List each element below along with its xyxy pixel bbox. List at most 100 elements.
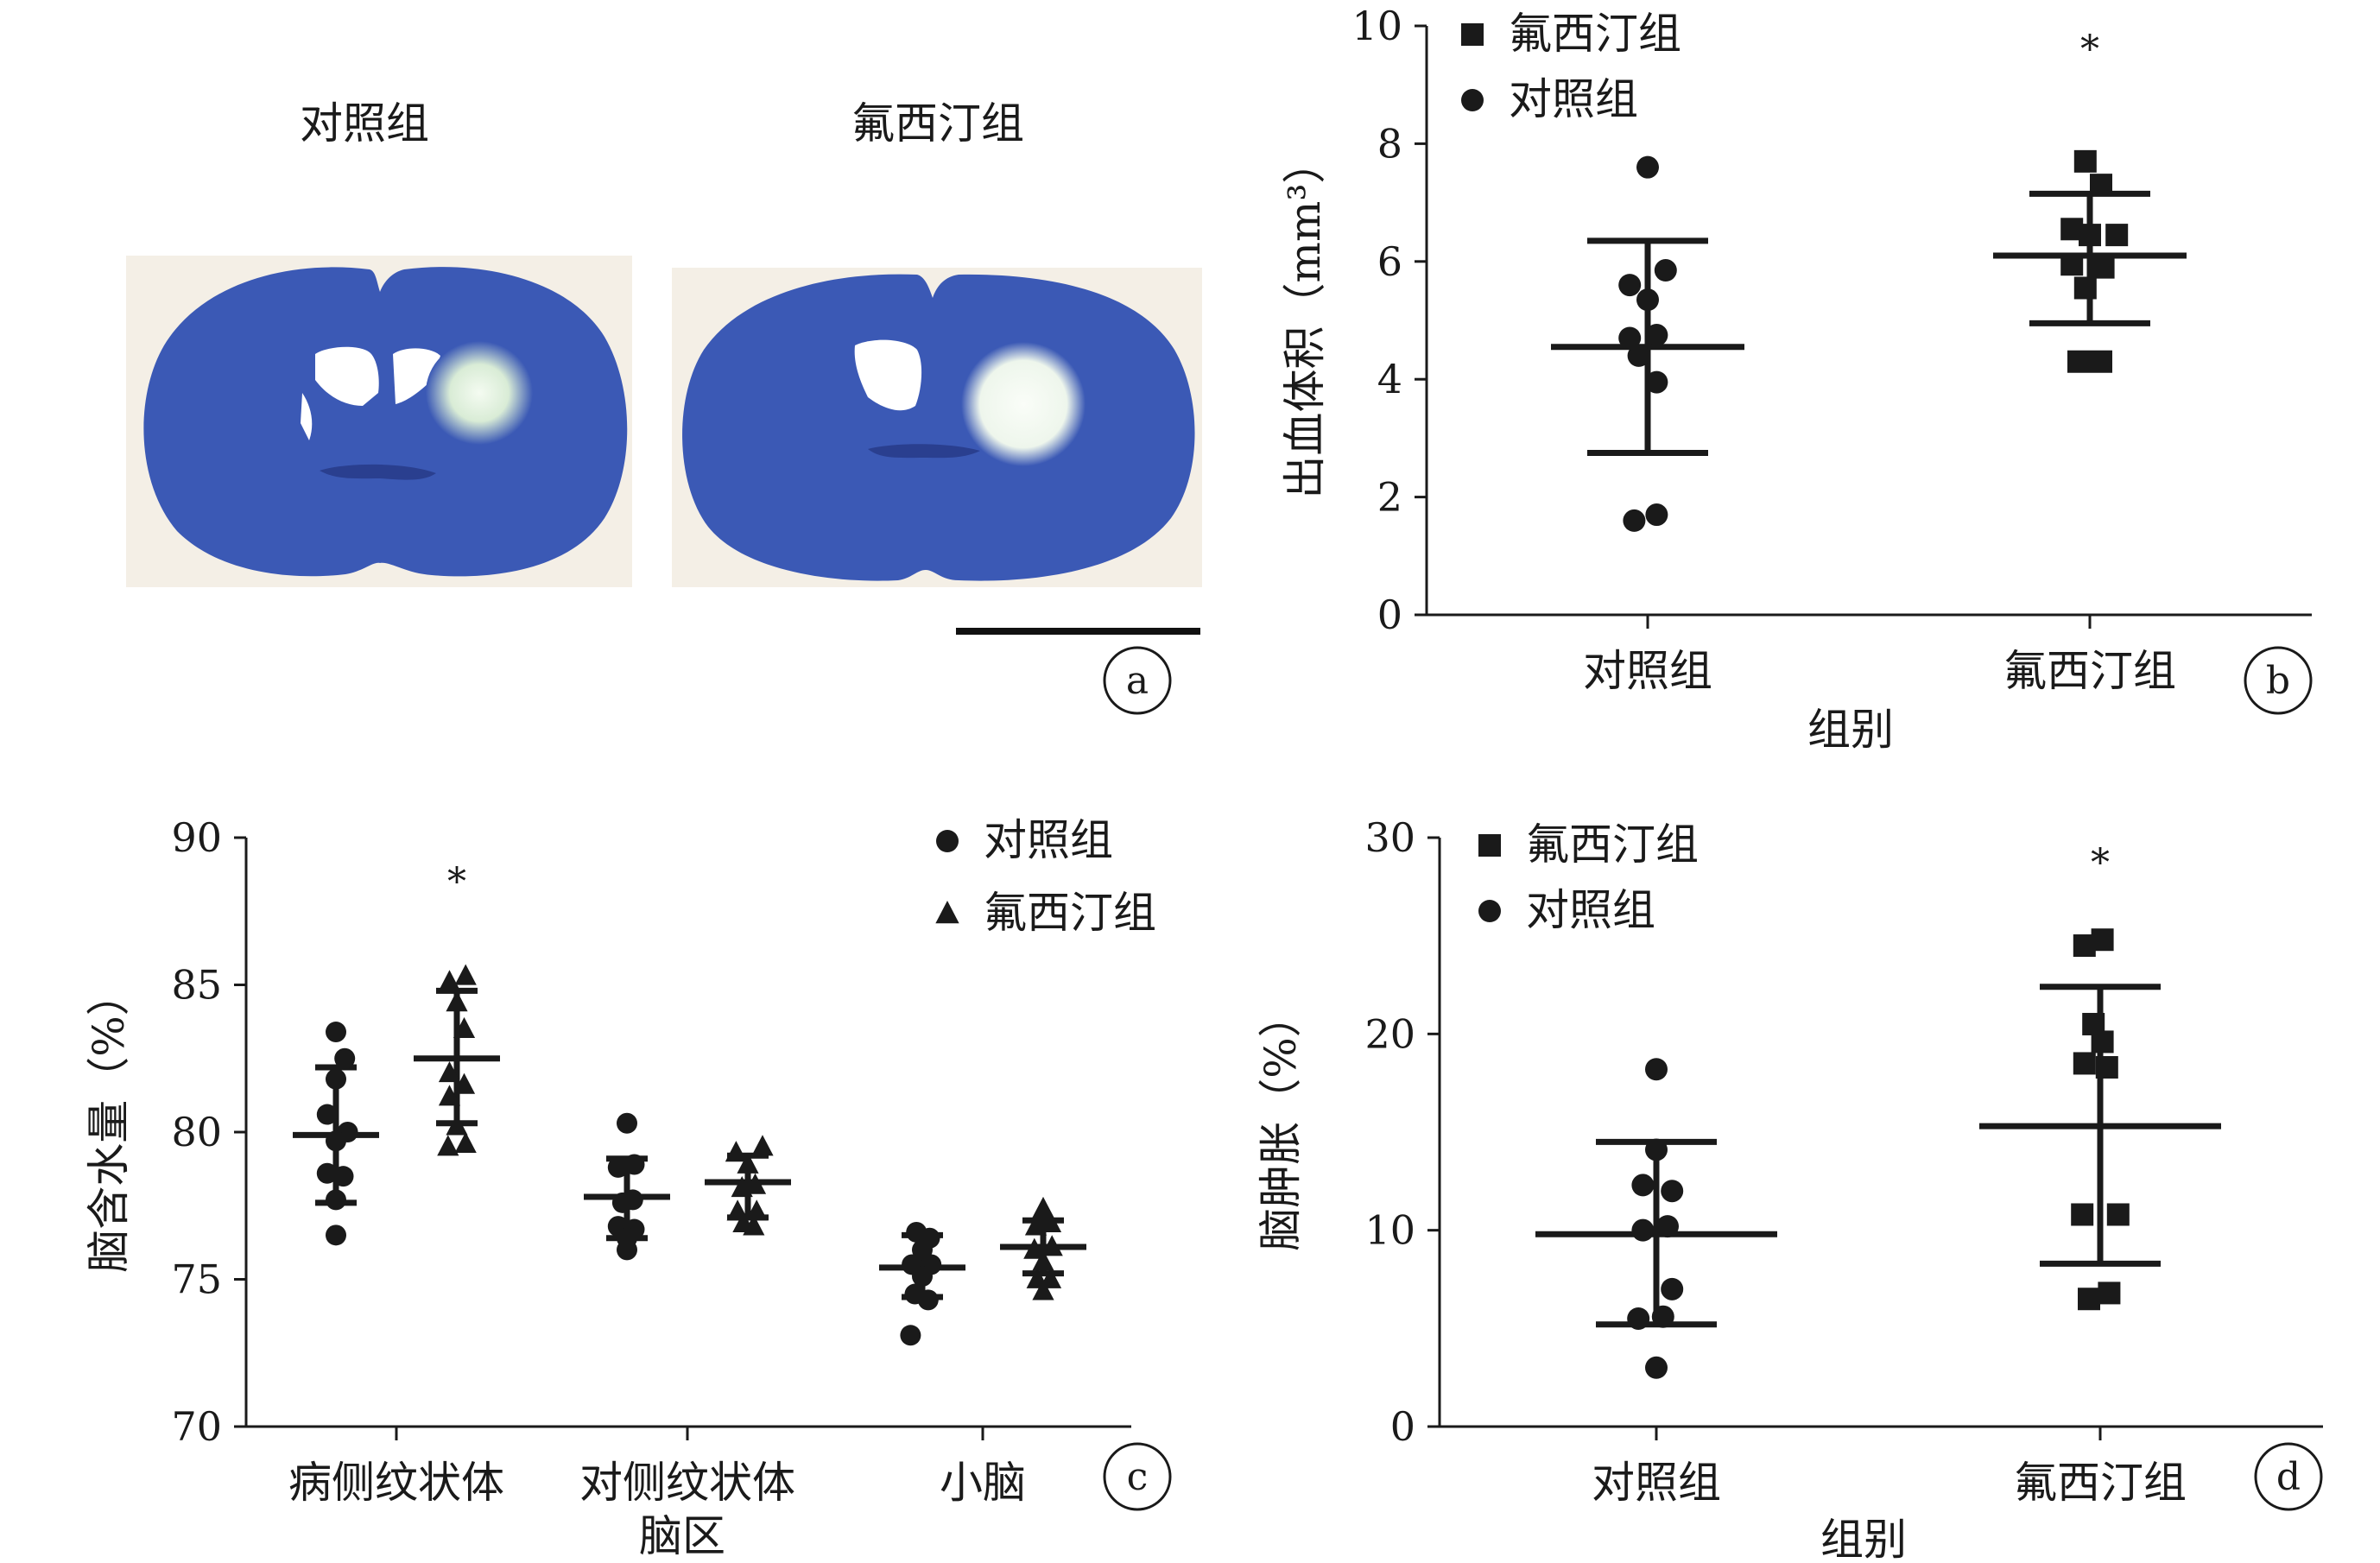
brain-section-control [126, 256, 632, 587]
y-tick-label: 75 [171, 1256, 222, 1303]
legend-label: 氟西汀组 [1526, 819, 1699, 870]
data-point [1032, 1279, 1054, 1300]
panel-label-c: c [1127, 1455, 1149, 1499]
data-point [438, 1085, 461, 1106]
panel-label-circle-c [1103, 1442, 1172, 1511]
significance-annotation: * [2080, 28, 2099, 72]
data-point [751, 1135, 774, 1156]
panel-label-b: b [2266, 659, 2290, 703]
data-point [326, 1224, 346, 1246]
data-points [316, 964, 1063, 1346]
data-point [2091, 928, 2114, 952]
data-point [2073, 1052, 2096, 1075]
data-point [1618, 326, 1642, 350]
data-point [2095, 1055, 2118, 1079]
legend-marker [935, 901, 959, 924]
x-categories: 病侧纹状体 对侧纹状体 小脑 [288, 1427, 1026, 1508]
data-point [1654, 259, 1677, 282]
image-caption-fluoxetine: 氟西汀组 [851, 98, 1024, 149]
data-point [2106, 1203, 2130, 1226]
data-points [1627, 928, 2130, 1379]
y-ticks: 0 2 4 6 8 10 [1351, 3, 1427, 638]
panel-label-circle-a [1103, 646, 1172, 715]
error-bars [1551, 190, 2187, 456]
data-point [744, 1173, 767, 1194]
data-point [2073, 276, 2097, 300]
x-axis-label: 脑区 [639, 1511, 725, 1561]
data-point [1645, 503, 1668, 527]
y-tick-label: 90 [171, 814, 222, 861]
data-point [745, 1199, 768, 1221]
legend-marker [936, 830, 959, 852]
data-point [2105, 224, 2129, 247]
data-point [2098, 1281, 2121, 1305]
x-tick-label: 氟西汀组 [2014, 1458, 2187, 1508]
x-tick-label: 病侧纹状体 [288, 1458, 504, 1508]
data-point [1032, 1250, 1054, 1271]
legend-label: 对照组 [984, 815, 1113, 865]
x-categories: 对照组 氟西汀组 [1583, 615, 2176, 696]
data-point [453, 1016, 476, 1038]
data-point [1627, 1307, 1650, 1330]
data-point [2090, 350, 2112, 373]
y-ticks: 70 75 80 85 90 [171, 814, 246, 1450]
data-point [1636, 288, 1659, 312]
x-axis-label: 组别 [1807, 705, 1894, 755]
data-point [1631, 1174, 1655, 1197]
data-point [326, 1022, 346, 1043]
data-point [2078, 1288, 2100, 1311]
y-tick-label: 2 [1377, 474, 1402, 521]
significance-annotation: * [2091, 841, 2110, 885]
legend-label: 氟西汀组 [1509, 9, 1681, 59]
data-point [2091, 1030, 2114, 1054]
y-tick-label: 6 [1377, 238, 1402, 285]
x-tick-label: 小脑 [940, 1458, 1026, 1508]
brain-section-fluoxetine [672, 268, 1202, 587]
data-point [326, 1068, 346, 1090]
data-point [316, 1104, 338, 1125]
data-point [623, 1154, 645, 1175]
y-tick-label: 10 [1364, 1207, 1415, 1254]
data-point [900, 1325, 921, 1346]
x-tick-label: 对侧纹状体 [579, 1458, 795, 1508]
y-tick-label: 0 [1390, 1403, 1415, 1450]
data-points [1618, 149, 2129, 532]
data-point [725, 1141, 747, 1162]
axes [1425, 26, 2312, 617]
data-point [326, 1189, 346, 1211]
data-point [1661, 1180, 1684, 1203]
x-tick-label: 对照组 [1583, 646, 1712, 696]
data-point [737, 1152, 759, 1174]
y-tick-label: 8 [1377, 120, 1402, 167]
data-point [1623, 509, 1646, 532]
data-point [453, 1073, 476, 1094]
data-point [334, 1047, 356, 1069]
data-point [1627, 344, 1650, 367]
data-point [912, 1266, 933, 1288]
y-tick-label: 30 [1364, 814, 1415, 861]
panel-label-a: a [1126, 659, 1149, 703]
data-point [1023, 1237, 1046, 1259]
data-point [438, 1061, 461, 1083]
data-point [2090, 174, 2112, 197]
data-point [1645, 1356, 1668, 1379]
y-tick-label: 70 [171, 1403, 222, 1450]
legend-label: 氟西汀组 [984, 888, 1156, 938]
panel-label-circle-b [2244, 646, 2313, 715]
data-point [437, 1135, 459, 1156]
significance-annotation: * [447, 860, 466, 904]
panel-a: 对照组 氟西汀组 a [126, 98, 1202, 715]
y-axis-label: 脑含水量（%） [84, 972, 134, 1273]
data-point [743, 1214, 765, 1236]
x-categories: 对照组 氟西汀组 [1592, 1427, 2187, 1508]
legend-marker [1478, 834, 1501, 857]
y-tick-label: 0 [1377, 592, 1402, 638]
x-axis-label: 组别 [1820, 1515, 1907, 1563]
data-point [332, 1166, 354, 1187]
data-point [2079, 224, 2101, 247]
x-tick-label: 对照组 [1592, 1458, 1721, 1508]
